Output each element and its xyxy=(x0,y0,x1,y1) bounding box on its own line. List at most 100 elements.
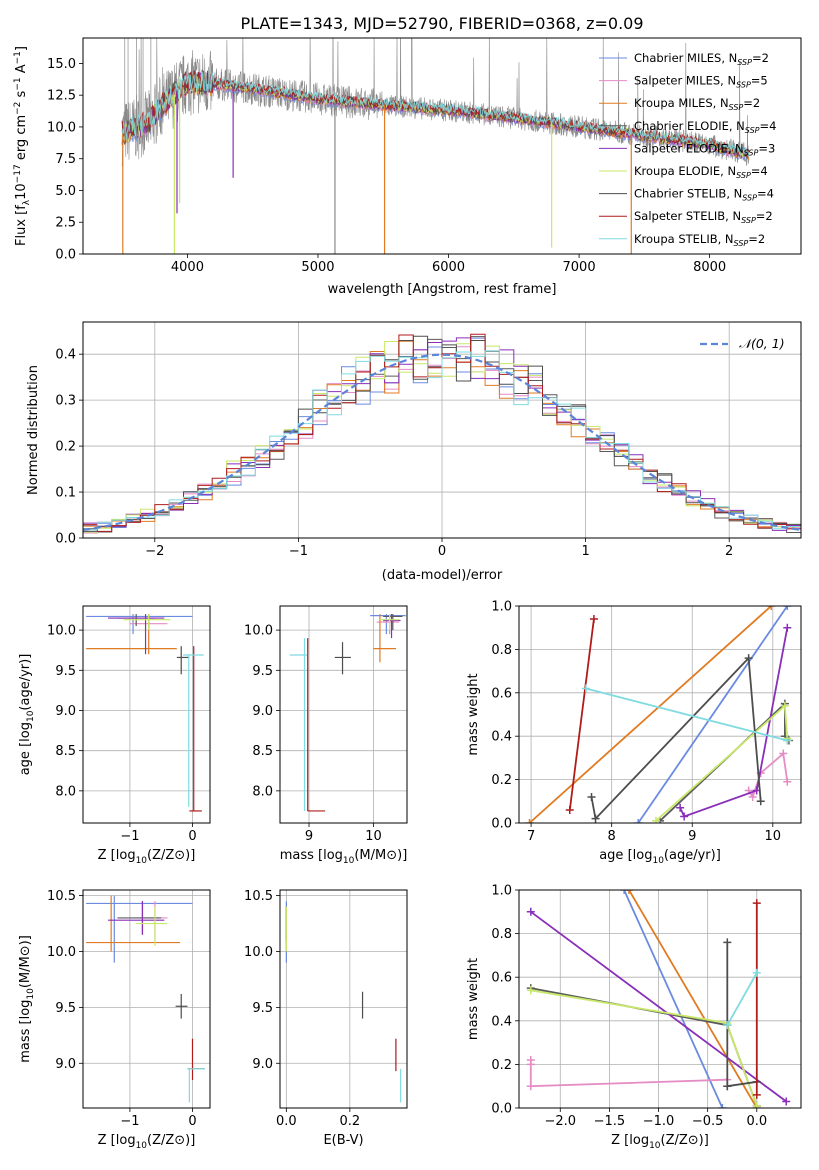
y-tick-label: 10.0 xyxy=(244,945,273,960)
x-label-part: 10 xyxy=(343,856,355,866)
x-label-part: Z [log xyxy=(98,848,136,863)
y-tick-label: 0.0 xyxy=(491,1102,512,1117)
x-tick-label: 0 xyxy=(188,829,196,844)
weight-marker xyxy=(718,1104,727,1108)
weight-marker xyxy=(723,938,732,947)
y-tick-label: 9.0 xyxy=(55,704,76,719)
y-tick-label: 0.6 xyxy=(491,686,512,701)
weight-marker xyxy=(526,907,535,916)
y-tick-label: 9.0 xyxy=(252,1057,273,1072)
weight-marker xyxy=(634,819,643,823)
weight-marker xyxy=(779,749,788,758)
y-label-part: −17 xyxy=(13,164,23,183)
plot-area-weight_vs_age xyxy=(525,606,793,823)
y-label-part: 10 xyxy=(26,988,36,1000)
legend-label: Chabrier STELIB, NSSP=4 xyxy=(634,187,774,203)
x-tick-label: −1 xyxy=(120,829,139,844)
legend-label-tail: =5 xyxy=(751,74,768,88)
y-tick-label: 1.0 xyxy=(491,884,512,899)
model-spectrum-8 xyxy=(121,70,750,157)
y-tick-label: 8.5 xyxy=(252,744,273,759)
weight-marker xyxy=(526,986,535,995)
y-axis-label: mass weight xyxy=(466,673,481,755)
legend-label-sub: SSP xyxy=(736,81,751,90)
x-label-part: Z [log xyxy=(611,1133,649,1148)
legend-label-base: Kroupa ELODIE, N xyxy=(634,164,736,178)
x-axis-label: wavelength [Angstrom, rest frame] xyxy=(328,282,557,297)
x-tick-label: 1 xyxy=(581,544,589,559)
x-label-part: mass [log xyxy=(280,848,343,863)
weight-marker xyxy=(752,968,761,977)
y-axis-label: mass [log10(M/M⊙)] xyxy=(18,935,36,1063)
x-tick-label: 0.0 xyxy=(276,1114,297,1129)
y-label-part: age [log xyxy=(18,722,33,775)
x-label-part: E(B-V) xyxy=(323,1133,363,1148)
legend-label: Chabrier ELODIE, NSSP=4 xyxy=(634,119,776,135)
x-tick-label: 10 xyxy=(765,829,782,844)
y-tick-label: 9.5 xyxy=(55,1001,76,1016)
weight-marker xyxy=(589,615,598,624)
x-label-part: 10 xyxy=(136,856,148,866)
y-label-part: mass [log xyxy=(18,1000,33,1063)
x-tick-label: −1.0 xyxy=(643,1114,675,1129)
x-tick-label: 0.2 xyxy=(340,1114,361,1129)
plot-area-weight_vs_Z xyxy=(526,890,791,1108)
y-label-part: 10 xyxy=(14,183,29,200)
weight-marker xyxy=(756,797,765,806)
weight-line-8 xyxy=(726,972,758,1026)
legend-label-sub: SSP xyxy=(744,148,759,157)
x-tick-label: −1 xyxy=(120,1114,139,1129)
legend-label-base: Salpeter STELIB, N xyxy=(634,209,741,223)
legend-label-tail: =2 xyxy=(748,232,765,246)
legend-label-sub: SSP xyxy=(736,171,751,180)
legend-label-tail: =2 xyxy=(756,209,773,223)
y-tick-label: 8.5 xyxy=(55,744,76,759)
weight-marker xyxy=(748,792,757,801)
x-axis-label: E(B-V) xyxy=(323,1133,363,1148)
y-tick-label: 0.1 xyxy=(55,486,76,501)
y-tick-label: 10.0 xyxy=(244,624,273,639)
y-tick-label: 1.0 xyxy=(491,600,512,615)
x-tick-label: 9 xyxy=(688,829,696,844)
y-tick-label: 15.0 xyxy=(47,57,76,72)
legend-label: 𝒩(0, 1) xyxy=(739,336,785,351)
x-tick-label: 8 xyxy=(608,829,616,844)
x-label-part: (age/yr)] xyxy=(664,848,721,863)
x-tick-label: 0 xyxy=(438,544,446,559)
x-axis-label: age [log10(age/yr)] xyxy=(599,848,721,866)
panel-spectrum: 4000 5000 6000 7000 8000 0.0 2.5 5.0 7.5 10.0 12.5… xyxy=(13,37,802,297)
axes-frame xyxy=(82,889,211,1109)
x-axis-label: mass [log10(M/M⊙)] xyxy=(280,848,408,866)
weight-marker xyxy=(783,623,792,632)
axes-frame xyxy=(518,889,802,1109)
x-label-part: 10 xyxy=(136,1141,148,1151)
x-tick-label: 9 xyxy=(305,829,313,844)
weight-marker xyxy=(526,1082,535,1091)
y-tick-label: 10.5 xyxy=(244,889,273,904)
y-label-part: s xyxy=(14,90,29,101)
weight-line-0 xyxy=(623,890,724,1108)
y-tick-label: 10.0 xyxy=(47,945,76,960)
x-tick-label: 0.0 xyxy=(746,1114,767,1129)
weight-marker xyxy=(780,701,789,710)
x-tick-label: 8000 xyxy=(693,260,726,275)
y-tick-label: 0.2 xyxy=(491,773,512,788)
y-label-part: −2 xyxy=(13,102,23,115)
legend-label-base: Chabrier ELODIE, N xyxy=(634,119,745,133)
x-axis-label: Z [log10(Z/Z⊙)] xyxy=(98,1133,196,1151)
panels: 4000 5000 6000 7000 80000.02.55.07.510.012.5… xyxy=(13,37,802,1151)
legend-label: Chabrier MILES, NSSP=2 xyxy=(634,51,769,67)
x-tick-label: 2 xyxy=(725,544,733,559)
x-tick-label: 7 xyxy=(527,829,535,844)
panel-weight_vs_Z: −2.0 −1.5 −1.0 −0.5 0.0 0.0 0.2 0.4 0.6 0.8 1.0 Z [… xyxy=(466,884,802,1151)
legend-label-tail: =3 xyxy=(758,141,775,155)
legend-label: Salpeter STELIB, NSSP=2 xyxy=(634,209,773,225)
weight-marker xyxy=(581,684,590,693)
y-tick-label: 0.3 xyxy=(55,394,76,409)
x-tick-label: −2.0 xyxy=(544,1114,576,1129)
axes-frame xyxy=(82,37,802,255)
x-label-part: Z [log xyxy=(98,1133,136,1148)
y-tick-label: 0.2 xyxy=(491,1058,512,1073)
